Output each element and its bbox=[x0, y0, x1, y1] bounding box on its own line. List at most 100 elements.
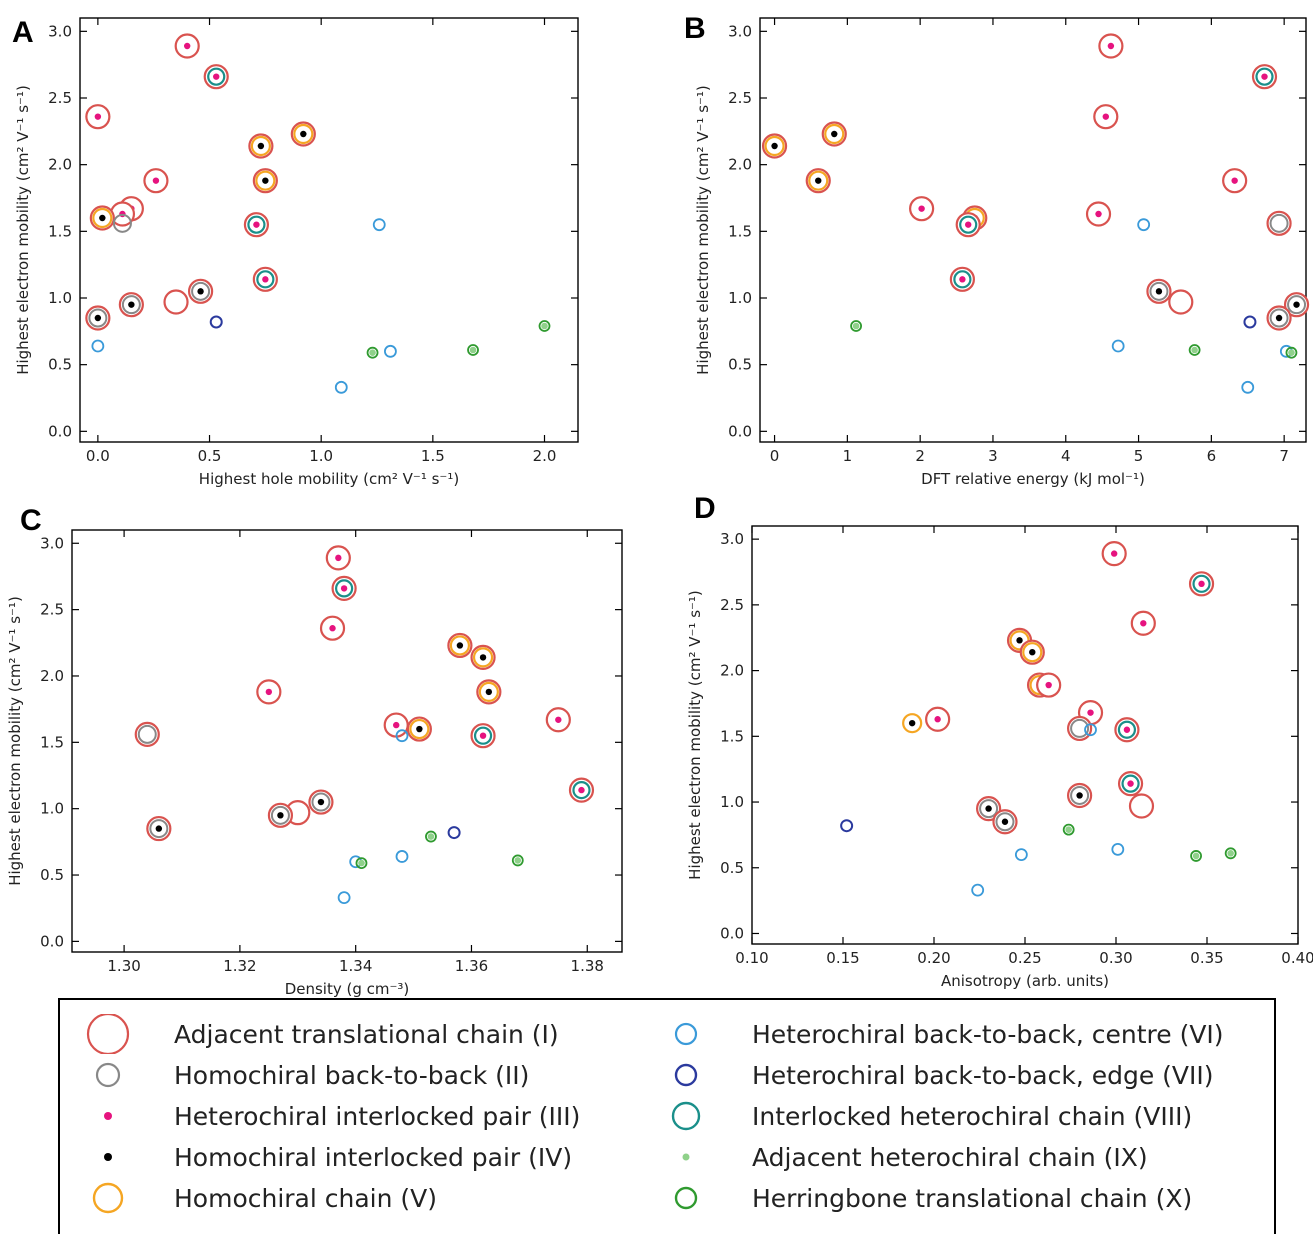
data-point bbox=[256, 679, 282, 705]
data-point bbox=[1241, 380, 1255, 394]
x-tick-label: 0.25 bbox=[1008, 949, 1041, 967]
data-point bbox=[425, 830, 437, 843]
x-tick-label: 2.0 bbox=[533, 447, 557, 465]
marker-ring-V bbox=[902, 713, 923, 734]
y-tick-label: 0.0 bbox=[720, 924, 744, 942]
data-point bbox=[1222, 168, 1248, 194]
marker-dot-IV bbox=[456, 642, 464, 649]
marker-ring-II bbox=[121, 295, 141, 315]
data-point bbox=[1168, 289, 1194, 315]
legend-symbol bbox=[658, 1014, 714, 1054]
legend-label: Heterochiral back-to-back, centre (VI) bbox=[752, 1019, 1224, 1049]
marker-ring-II bbox=[137, 724, 157, 744]
marker-ring-VI bbox=[395, 729, 409, 743]
marker-ring-VI bbox=[1241, 380, 1255, 394]
marker-ring-X bbox=[425, 830, 437, 843]
data-point bbox=[209, 315, 223, 329]
x-tick-label: 1 bbox=[843, 447, 853, 465]
marker-dot-IV bbox=[1001, 818, 1009, 825]
data-point bbox=[1251, 64, 1278, 90]
marker-dot-III bbox=[393, 721, 400, 729]
marker-ring-II bbox=[270, 805, 290, 825]
marker-ring-VII bbox=[447, 826, 461, 840]
marker-ring-II bbox=[995, 812, 1015, 832]
marker-ring-II bbox=[112, 213, 132, 233]
legend-label: Herringbone translational chain (X) bbox=[752, 1183, 1193, 1213]
marker-dot-IX bbox=[1065, 826, 1072, 833]
data-point bbox=[1243, 315, 1257, 329]
data-point bbox=[1093, 104, 1119, 130]
data-point bbox=[545, 707, 571, 733]
marker-ring-VI bbox=[1111, 842, 1125, 856]
data-point bbox=[761, 133, 788, 159]
marker-dot-IX bbox=[469, 346, 477, 354]
x-tick-label: 3 bbox=[988, 447, 998, 465]
data-point bbox=[955, 212, 981, 238]
data-point bbox=[1130, 610, 1156, 636]
marker-dot-IX bbox=[852, 322, 860, 330]
data-point bbox=[174, 33, 200, 59]
legend-label: Homochiral chain (V) bbox=[174, 1183, 438, 1213]
marker-ring-V bbox=[808, 170, 829, 191]
data-point bbox=[91, 339, 105, 353]
marker-dot-IX bbox=[427, 833, 435, 840]
data-point bbox=[355, 857, 368, 869]
marker-dot-III bbox=[479, 732, 487, 739]
marker-dot-III bbox=[1102, 113, 1110, 120]
marker-dot-IV bbox=[485, 688, 493, 696]
data-point bbox=[821, 121, 847, 147]
x-tick-label: 1.36 bbox=[455, 957, 488, 975]
marker-dot-III bbox=[329, 625, 336, 632]
data-point bbox=[1084, 723, 1097, 737]
data-point bbox=[909, 196, 935, 222]
marker-ring-I bbox=[163, 289, 189, 315]
data-point bbox=[1285, 346, 1298, 359]
marker-dot-IV bbox=[155, 825, 163, 832]
panel-D: D 0.10 0.15 0.20 0.25 0.30 0.35 0.40 0.0 0.5 1.0 1.… bbox=[686, 492, 1313, 990]
legend-item: Adjacent translational chain (I) bbox=[80, 1014, 559, 1054]
marker-ring-X bbox=[467, 344, 479, 356]
y-axis-label: Highest electron mobility (cm² V⁻¹ s⁻¹) bbox=[14, 85, 32, 375]
legend-symbol bbox=[80, 1137, 136, 1177]
plot-frame bbox=[751, 525, 1299, 945]
data-point bbox=[146, 815, 172, 842]
marker-ring-X bbox=[538, 320, 551, 332]
marker-dot-IV bbox=[262, 177, 269, 184]
marker-dot-IX bbox=[1288, 349, 1295, 356]
x-tick-label: 0 bbox=[770, 447, 780, 465]
legend-symbol bbox=[658, 1055, 714, 1095]
data-point bbox=[267, 802, 294, 828]
y-tick-label: 0.5 bbox=[728, 356, 752, 374]
marker-ring-VI bbox=[1137, 218, 1151, 232]
x-tick-label: 6 bbox=[1207, 447, 1217, 465]
legend-label: Heterochiral back-to-back, edge (VII) bbox=[752, 1060, 1214, 1090]
data-point bbox=[334, 380, 348, 394]
marker-dot-III bbox=[265, 688, 273, 696]
marker-ring-VI bbox=[1111, 339, 1125, 353]
x-tick-label: 1.30 bbox=[107, 957, 140, 975]
data-point bbox=[992, 809, 1018, 835]
y-tick-label: 2.5 bbox=[48, 89, 72, 107]
y-tick-label: 1.5 bbox=[48, 222, 72, 240]
marker-dot-III bbox=[335, 554, 342, 562]
marker-ring-VII bbox=[209, 315, 223, 329]
data-point bbox=[467, 344, 479, 356]
x-tick-label: 0.5 bbox=[198, 447, 222, 465]
data-point bbox=[187, 278, 214, 304]
marker-dot-IV bbox=[300, 130, 307, 138]
legend-item: Homochiral back-to-back (II) bbox=[80, 1055, 529, 1095]
data-point bbox=[1062, 823, 1075, 836]
marker-dot-III bbox=[918, 205, 925, 212]
y-tick-label: 2.5 bbox=[720, 596, 744, 614]
y-tick-label: 2.0 bbox=[48, 156, 72, 174]
data-point bbox=[840, 819, 854, 833]
marker-ring-VIII bbox=[247, 215, 266, 234]
marker-ring-VIII bbox=[256, 270, 275, 289]
data-point bbox=[538, 320, 551, 332]
data-point bbox=[1266, 305, 1292, 331]
marker-dot-III bbox=[1261, 73, 1268, 80]
x-tick-label: 1.0 bbox=[309, 447, 333, 465]
marker-ring-V bbox=[409, 718, 430, 740]
data-point bbox=[902, 713, 923, 734]
marker-dot-III bbox=[1107, 42, 1115, 50]
